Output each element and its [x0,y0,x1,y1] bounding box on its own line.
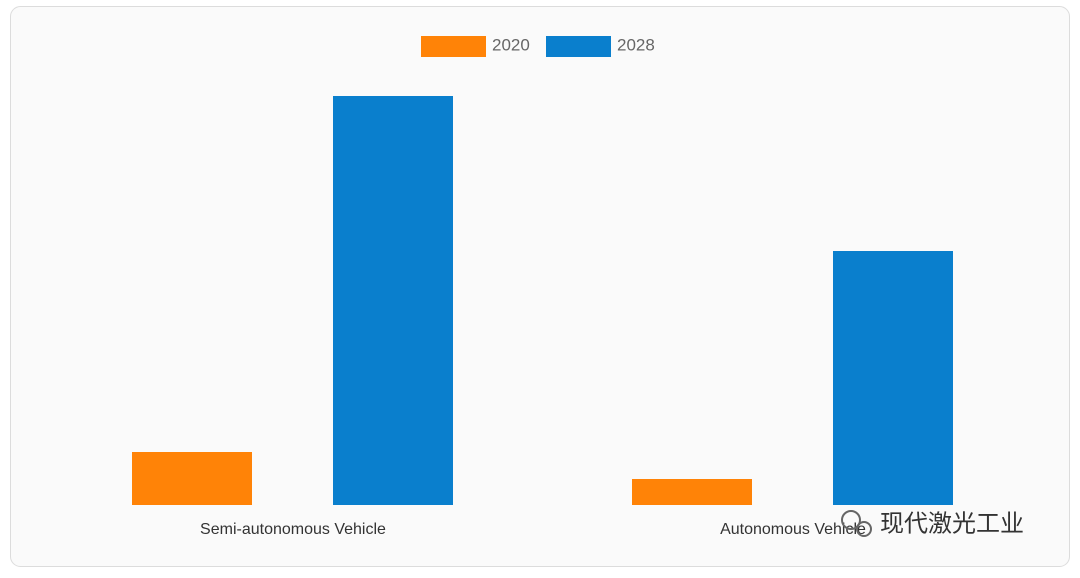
legend-swatch [546,36,611,57]
bar [132,452,252,505]
legend-label: 2028 [617,35,655,54]
x-tick-label: Autonomous Vehicle [720,521,866,538]
watermark-icon [841,510,861,530]
watermark-text: 现代激光工业 [880,510,1024,537]
card [10,6,1070,567]
legend-swatch [421,36,486,57]
bar [632,479,752,505]
legend-label: 2020 [492,35,530,54]
watermark-icon [856,521,872,537]
watermark: 现代激光工业 [841,510,1024,537]
x-tick-label: Semi-autonomous Vehicle [200,521,386,538]
bar [333,96,453,505]
bar [833,251,953,505]
